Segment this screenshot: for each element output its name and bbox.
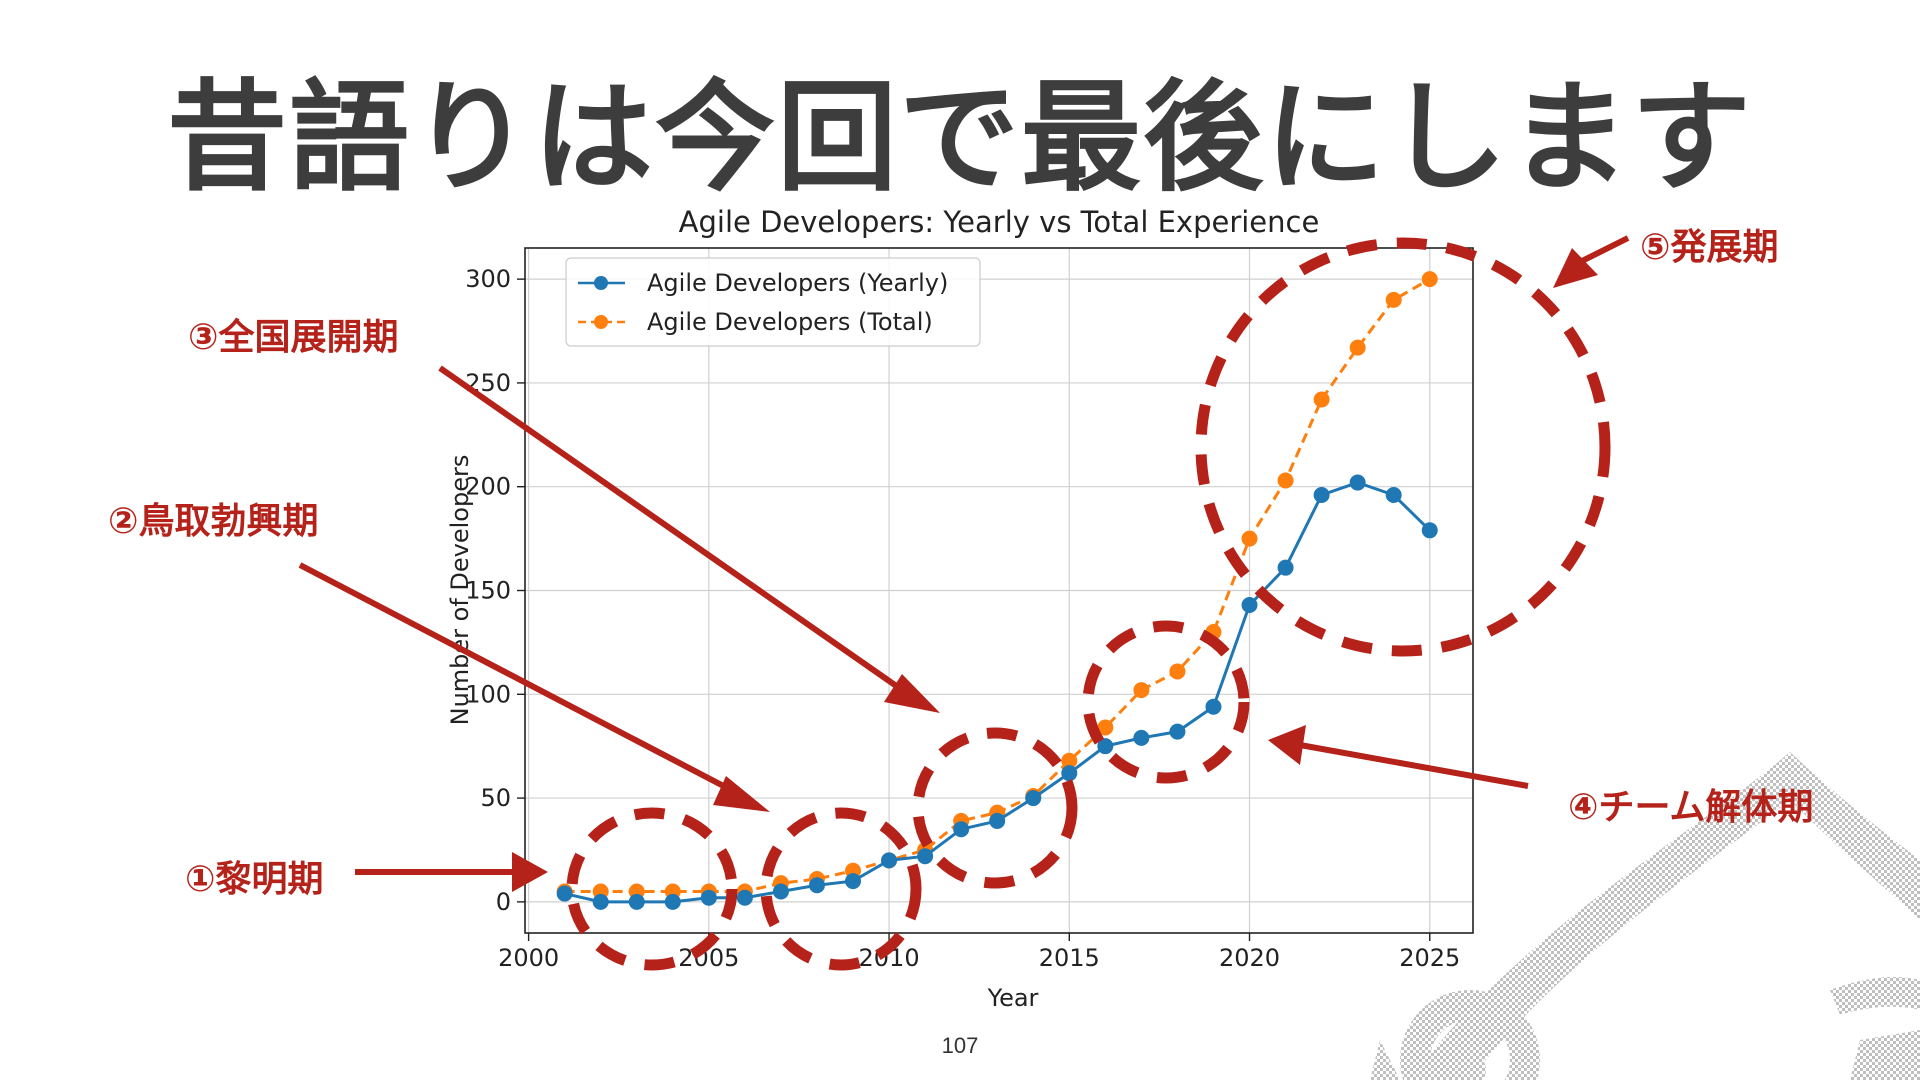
y-tick-label: 50	[480, 784, 511, 812]
annotation-label-4: ④チーム解体期	[1568, 787, 1814, 828]
data-point-total	[1277, 472, 1294, 489]
legend-label-yearly: Agile Developers (Yearly)	[647, 269, 948, 297]
data-point-yearly	[1025, 790, 1042, 807]
legend: Agile Developers (Yearly) Agile Develope…	[565, 257, 981, 347]
data-point-yearly	[664, 893, 681, 910]
data-point-yearly	[1349, 474, 1366, 491]
x-axis-label: Year	[987, 984, 1039, 1012]
highlight-circles	[566, 237, 1611, 971]
data-point-total	[1097, 719, 1114, 736]
data-point-yearly	[736, 889, 753, 906]
data-point-yearly	[881, 852, 898, 869]
annotation-label-1: ①黎明期	[185, 859, 324, 900]
data-point-yearly	[1241, 597, 1258, 614]
data-point-yearly	[917, 848, 934, 865]
data-point-yearly	[953, 821, 970, 838]
data-point-yearly	[1277, 559, 1294, 576]
x-tick-label: 2000	[498, 944, 559, 972]
y-tick-label: 100	[465, 680, 511, 708]
data-point-yearly	[1385, 487, 1402, 504]
y-tick-label: 150	[465, 577, 511, 605]
data-point-total	[1349, 339, 1366, 356]
data-point-total	[1241, 530, 1258, 547]
highlight-circle-4	[1082, 620, 1250, 784]
annotation-label-5: ⑤発展期	[1640, 227, 1779, 268]
data-point-total	[1169, 663, 1186, 680]
highlight-circle-2	[760, 807, 922, 971]
arrow-2	[298, 562, 770, 812]
data-point-yearly	[700, 889, 717, 906]
x-tick-label: 2015	[1039, 944, 1100, 972]
y-tick-label: 200	[465, 473, 511, 501]
data-point-total	[1385, 291, 1402, 308]
annotation-label-3: ③全国展開期	[188, 317, 399, 358]
data-point-yearly	[1133, 729, 1150, 746]
data-point-yearly	[845, 873, 862, 890]
y-axis-label: Number of Developers	[446, 455, 474, 726]
arrow-3	[438, 365, 940, 713]
data-point-total	[1061, 752, 1078, 769]
data-point-yearly	[1097, 738, 1114, 755]
chart-title: Agile Developers: Yearly vs Total Experi…	[679, 205, 1320, 239]
highlight-circle-5	[1195, 237, 1611, 657]
x-tick-label: 2020	[1219, 944, 1280, 972]
arrow-4	[1268, 725, 1529, 789]
y-tick-label: 0	[496, 888, 511, 916]
data-point-total	[1421, 271, 1438, 288]
arrow-5	[1553, 235, 1630, 288]
annotation-label-2: ②鳥取勃興期	[108, 501, 319, 542]
data-point-total	[1133, 682, 1150, 699]
data-point-yearly	[1421, 522, 1438, 539]
data-point-yearly	[1169, 723, 1186, 740]
annotation-arrows	[298, 235, 1630, 892]
data-point-total	[1313, 391, 1330, 408]
slide-title: 昔語りは今回で最後にします	[167, 69, 1753, 208]
data-point-yearly	[989, 812, 1006, 829]
legend-label-total: Agile Developers (Total)	[647, 308, 933, 336]
x-tick-label: 2025	[1399, 944, 1460, 972]
data-point-yearly	[1061, 765, 1078, 782]
data-point-yearly	[592, 893, 609, 910]
highlight-circle-1	[566, 807, 738, 971]
y-tick-label: 300	[465, 265, 511, 293]
data-point-yearly	[772, 883, 789, 900]
series-line-total	[564, 277, 1431, 893]
arrow-1	[355, 852, 548, 892]
data-point-yearly	[628, 893, 645, 910]
data-point-yearly	[1313, 487, 1330, 504]
data-point-yearly	[556, 885, 573, 902]
data-point-yearly	[1205, 698, 1222, 715]
highlight-circle-3	[912, 727, 1078, 889]
data-point-yearly	[808, 877, 825, 894]
page-number: 107	[941, 1033, 979, 1058]
